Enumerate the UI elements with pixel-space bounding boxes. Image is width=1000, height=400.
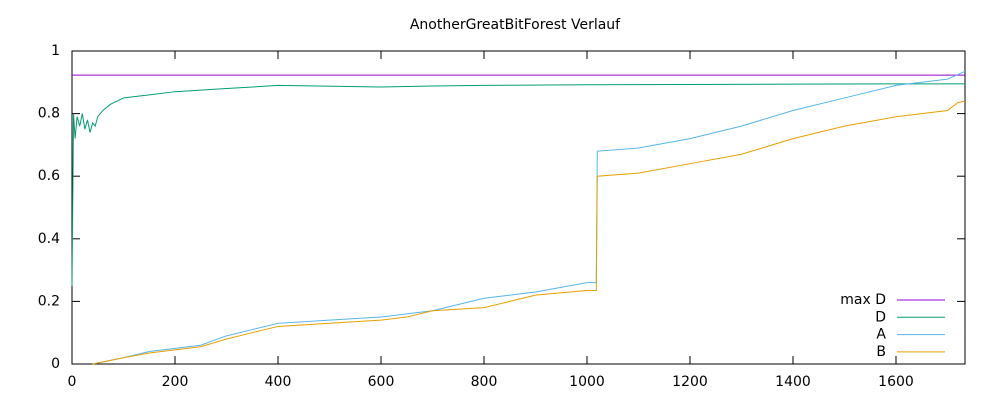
y-tick-label: 1 — [51, 43, 60, 59]
y-tick-label: 0 — [51, 356, 60, 372]
y-tick-label: 0.4 — [38, 231, 60, 247]
legend-label: A — [876, 327, 886, 343]
x-tick-label: 1000 — [569, 374, 605, 390]
chart-title: AnotherGreatBitForest Verlauf — [410, 17, 621, 33]
x-tick-label: 1600 — [878, 374, 914, 390]
x-tick-label: 400 — [265, 374, 292, 390]
legend-label: B — [876, 344, 886, 360]
x-tick-label: 0 — [68, 374, 77, 390]
y-tick-label: 0.2 — [38, 293, 60, 309]
x-tick-label: 1400 — [775, 374, 811, 390]
x-tick-label: 800 — [471, 374, 498, 390]
plot-border — [71, 50, 966, 365]
y-tick-label: 0.6 — [38, 168, 60, 184]
x-tick-label: 200 — [162, 374, 189, 390]
legend-label: D — [875, 309, 886, 325]
series-line — [92, 70, 966, 365]
series-line — [71, 83, 965, 286]
x-tick-label: 1200 — [672, 374, 708, 390]
y-tick-label: 0.8 — [38, 106, 60, 122]
x-tick-label: 600 — [368, 374, 395, 390]
legend-label: max D — [840, 292, 886, 308]
series-line — [92, 100, 966, 365]
